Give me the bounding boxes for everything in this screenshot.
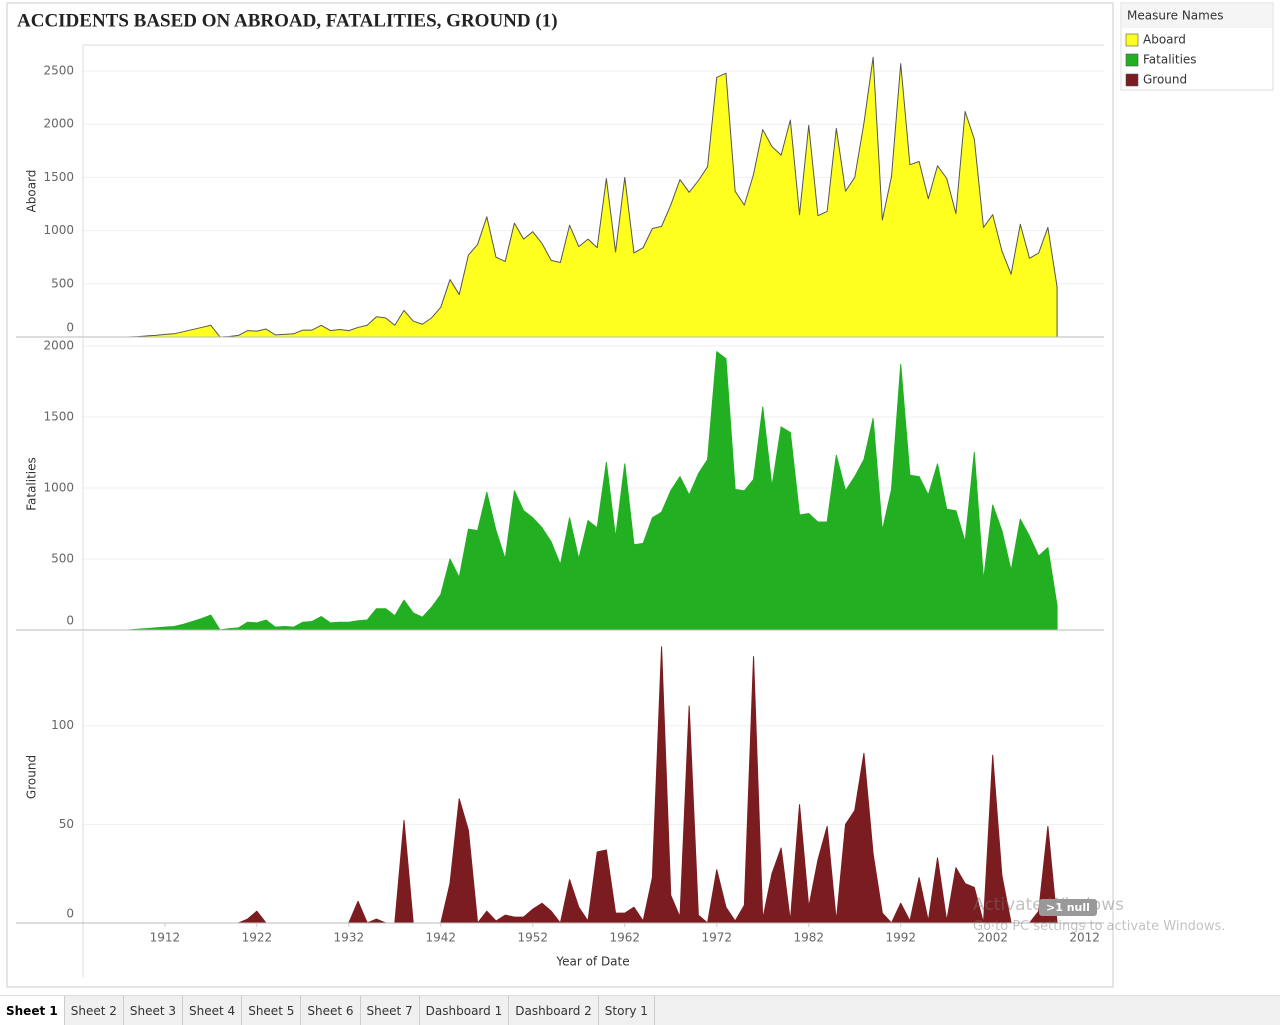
sheet-tab[interactable]: Sheet 6 [301,996,361,1025]
y-tick-label: 1500 [43,409,74,423]
sheet-tab[interactable]: Sheet 3 [124,996,184,1025]
y-tick-label: 2000 [43,117,74,131]
y-tick-label: 1000 [43,223,74,237]
sheet-tab[interactable]: Story 1 [599,996,655,1025]
y-tick-label: 50 [59,817,74,831]
chart-title: ACCIDENTS BASED ON ABROAD, FATALITIES, G… [17,10,558,31]
area [127,351,1058,631]
y-tick-label: 0 [66,907,74,921]
y-axis-title: Aboard [25,170,39,213]
y-tick-label: 100 [51,718,74,732]
sheet-tab[interactable]: Sheet 4 [183,996,243,1025]
y-tick-label: 1000 [43,480,74,494]
y-axis-title: Ground [25,755,39,799]
sheet-tab[interactable]: Sheet 1 [0,996,65,1025]
y-axis-title: Fatalities [25,457,39,511]
x-tick-label: 1942 [426,931,457,945]
y-tick-label: 2500 [43,64,74,78]
area [127,56,1058,338]
null-indicator[interactable]: >1 null [1039,899,1097,916]
y-tick-label: 500 [51,276,74,290]
x-tick-label: 2012 [1069,931,1100,945]
sheet-tab[interactable]: Sheet 5 [242,996,302,1025]
legend-title: Measure Names [1127,9,1223,23]
tab-bar: Sheet 1 Sheet 2 Sheet 3 Sheet 4 Sheet 5 Sheet… [0,995,1280,1025]
x-tick-label: 1922 [242,931,273,945]
legend-entry: Fatalities [1143,53,1197,67]
legend-entry: Aboard [1143,33,1186,47]
y-tick-label: 0 [66,321,74,335]
chart: ACCIDENTS BASED ON ABROAD, FATALITIES, G… [6,2,1274,988]
sheet-tab[interactable]: Dashboard 2 [509,996,599,1025]
sheet-tab[interactable]: Dashboard 1 [420,996,510,1025]
x-tick-label: 1952 [518,931,549,945]
legend-swatch [1125,53,1139,67]
x-tick-label: 1982 [793,931,824,945]
x-axis-title: Year of Date [555,955,629,969]
x-tick-label: 1912 [150,931,181,945]
watermark: Activate Windows Go to PC settings to ac… [973,895,1225,934]
y-tick-label: 2000 [43,338,74,352]
y-tick-label: 500 [51,551,74,565]
y-tick-label: 0 [66,614,74,628]
watermark-line: Go to PC settings to activate Windows. [973,919,1226,934]
sheet-tab[interactable]: Sheet 7 [361,996,420,1025]
x-tick-label: 1972 [701,931,732,945]
legend-swatch [1125,33,1139,47]
x-tick-label: 2002 [977,931,1008,945]
sheet-tab[interactable]: Sheet 2 [65,996,124,1025]
legend-header [1122,4,1272,28]
watermark-line: Activate Windows [973,895,1124,915]
legend-swatch [1125,73,1139,87]
legend-entry: Ground [1143,73,1187,87]
y-tick-label: 1500 [43,170,74,184]
x-tick-label: 1932 [334,931,365,945]
x-tick-label: 1962 [610,931,641,945]
sheet-frame [6,2,1114,988]
x-tick-label: 1992 [885,931,916,945]
